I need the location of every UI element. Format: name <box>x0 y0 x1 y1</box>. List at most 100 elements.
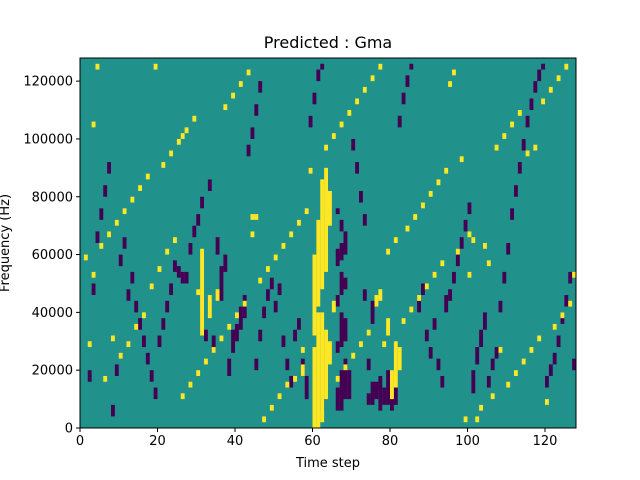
heatmap-cell-low <box>339 312 344 348</box>
heatmap-cell-low <box>316 69 321 82</box>
heatmap-cell-high <box>541 98 546 105</box>
heatmap-cell-high <box>200 248 205 336</box>
heatmap-cell-high <box>572 271 577 278</box>
heatmap-cell-high <box>529 347 534 353</box>
heatmap-cell-low <box>192 225 197 238</box>
heatmap-cell-high <box>533 144 538 151</box>
heatmap-cell-low <box>436 358 441 371</box>
heatmap-cell-high <box>421 202 425 209</box>
heatmap-cell-high <box>382 341 387 348</box>
heatmap-cell-high <box>289 231 294 238</box>
heatmap-cell-high <box>424 283 429 290</box>
heatmap-cell-low <box>107 162 112 174</box>
heatmap-cell-low <box>452 271 456 284</box>
heatmap-cell-high <box>560 312 565 319</box>
heatmap-cell-high <box>486 260 491 267</box>
heatmap-cell-low <box>483 312 487 330</box>
heatmap-cell-high <box>235 312 239 319</box>
heatmap-cell-low <box>343 277 348 290</box>
heatmap-cell-low <box>343 318 348 342</box>
heatmap-cell-high <box>169 150 174 157</box>
heatmap-cell-low <box>176 266 181 278</box>
heatmap-cell-high <box>362 86 367 93</box>
heatmap-cell-low <box>200 196 205 209</box>
heatmap-cell-high <box>502 133 507 139</box>
heatmap-cell-low <box>219 266 224 301</box>
heatmap-cell-low <box>424 329 429 342</box>
heatmap-cell-high <box>173 237 177 243</box>
heatmap-cell-high <box>444 167 449 174</box>
heatmap-cell-low <box>390 393 394 411</box>
heatmap-cell-high <box>99 243 104 249</box>
heatmap-cell-low <box>494 347 499 359</box>
heatmap-cell-high <box>126 341 131 348</box>
heatmap-cell-high <box>467 231 472 238</box>
heatmap-cell-high <box>165 248 170 255</box>
y-tick-label: 20000 <box>32 364 73 379</box>
heatmap-cell-low <box>223 254 228 272</box>
heatmap-cell-high <box>142 312 146 319</box>
heatmap-cell-low <box>204 329 208 342</box>
heatmap-cell-high <box>440 260 445 267</box>
heatmap-cell-high <box>188 381 193 388</box>
heatmap-cell-low <box>382 387 387 405</box>
heatmap-cell-high <box>328 341 332 365</box>
heatmap-cell-high <box>401 318 406 324</box>
heatmap-cell-low <box>463 219 468 232</box>
heatmap-cell-low <box>312 92 317 105</box>
heatmap-cell-low <box>273 300 278 313</box>
heatmap-cell-high <box>207 295 212 319</box>
heatmap-cell-high <box>293 375 298 382</box>
heatmap-cell-high <box>254 214 259 220</box>
heatmap-cell-high <box>537 335 542 342</box>
heatmap-cell-low <box>289 375 294 388</box>
heatmap-cell-high <box>153 63 158 70</box>
heatmap-cell-low <box>362 289 367 301</box>
heatmap-cell-high <box>320 312 325 423</box>
heatmap-cell-high <box>114 219 119 226</box>
heatmap-cell-high <box>463 416 468 423</box>
heatmap-cell-high <box>390 370 394 400</box>
heatmap-cell-low <box>370 300 375 324</box>
x-tick-label: 60 <box>304 434 321 449</box>
heatmap-cell-high <box>312 254 317 336</box>
heatmap-cell-high <box>149 283 154 290</box>
heatmap-cell-high <box>180 133 185 139</box>
heatmap-cell-low <box>467 202 472 215</box>
heatmap-cell-low <box>405 75 410 87</box>
heatmap-cell-low <box>138 318 143 330</box>
heatmap-cell-low <box>157 335 162 348</box>
heatmap-cell-low <box>111 404 115 417</box>
heatmap-cell-high <box>281 243 286 249</box>
heatmap-cell-low <box>444 295 449 313</box>
heatmap-cell-high <box>111 335 115 342</box>
heatmap-cell-high <box>300 364 305 376</box>
heatmap-cell-high <box>370 75 375 82</box>
heatmap-cell-high <box>556 75 561 82</box>
heatmap-cell-high <box>494 144 499 151</box>
heatmap-cell-high <box>428 190 433 197</box>
heatmap-cell-high <box>393 341 398 388</box>
heatmap-cell-low <box>432 318 437 330</box>
heatmap-cell-high <box>483 243 487 249</box>
heatmap-cell-high <box>231 92 236 99</box>
heatmap-cell-low <box>366 358 371 371</box>
heatmap-cell-high <box>258 277 263 284</box>
heatmap-cell-high <box>448 81 453 87</box>
heatmap-cell-low <box>335 295 340 307</box>
heatmap-cell-high <box>331 300 336 313</box>
heatmap-cell-low <box>169 283 174 296</box>
y-tick-label: 40000 <box>32 306 73 321</box>
heatmap-cell-low <box>421 283 425 296</box>
x-tick-label: 40 <box>227 434 244 449</box>
heatmap-cell-high <box>471 237 476 243</box>
heatmap-cell-low <box>397 115 402 128</box>
heatmap-cell-high <box>304 208 309 215</box>
heatmap-cell-high <box>277 393 282 400</box>
heatmap-cell-high <box>130 196 135 203</box>
heatmap-cell-low <box>207 179 212 191</box>
heatmap-cell-high <box>320 179 325 290</box>
heatmap-cell-low <box>254 358 259 371</box>
heatmap-cell-low <box>122 237 127 249</box>
